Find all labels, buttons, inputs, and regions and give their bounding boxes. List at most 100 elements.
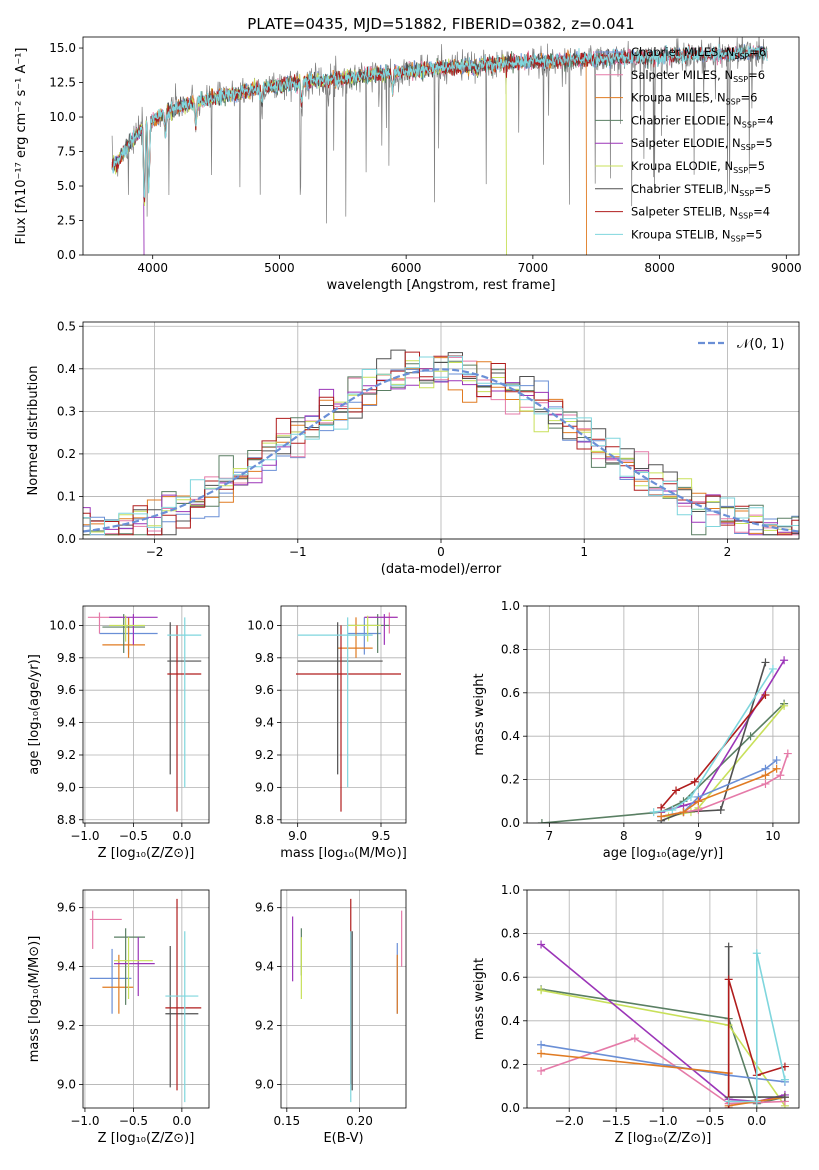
x-tick-label: −1.0 bbox=[70, 829, 99, 843]
weight-series-chabrier_stelib bbox=[660, 662, 767, 822]
weight-marker-kroupa_stelib bbox=[724, 1097, 733, 1106]
x-tick-label: −2.0 bbox=[555, 1114, 584, 1128]
weight-marker-salpeter_stelib bbox=[690, 777, 699, 786]
weight-vs-metallicity-panel: −2.0 −1.5 −1.0 −0.5 0.0 0.0 0.2 0.4 0.6 0.8 1.0 Z [… bbox=[472, 883, 800, 1146]
y-tick-label: 0.2 bbox=[501, 773, 520, 787]
weight-marker-salpeter_miles bbox=[776, 771, 785, 780]
histograms bbox=[83, 349, 799, 536]
x-tick-label: 6000 bbox=[391, 261, 422, 275]
x-tick-label: 8 bbox=[620, 829, 628, 843]
weight-marker-chabrier_miles bbox=[537, 1040, 546, 1049]
weight-marker-kroupa_stelib bbox=[686, 792, 695, 801]
weight-marker-chabrier_elodie bbox=[537, 819, 546, 823]
weight-marker-kroupa_miles bbox=[537, 1049, 546, 1058]
x-tick-label: −0.5 bbox=[695, 1114, 724, 1128]
y-tick-label: 9.2 bbox=[255, 1019, 274, 1033]
y-tick-label: 0.3 bbox=[57, 404, 76, 418]
weight-marker-salpeter_stelib bbox=[672, 786, 681, 795]
histogram-salpeter_stelib bbox=[83, 351, 799, 536]
weight-marker-kroupa_miles bbox=[694, 797, 703, 806]
x-tick-label: 7000 bbox=[518, 261, 549, 275]
axes-frame bbox=[82, 605, 210, 824]
legend-entry-chabrier_miles: Chabrier MILES, NSSP=6 bbox=[631, 45, 766, 61]
y-tick-label: 12.5 bbox=[49, 76, 76, 90]
weight-marker-chabrier_miles bbox=[772, 756, 781, 765]
weight-marker-chabrier_stelib bbox=[724, 942, 733, 951]
weight-series-salpeter_stelib bbox=[660, 694, 767, 809]
y-tick-label: 0.8 bbox=[501, 927, 520, 941]
weight-series-kroupa_stelib bbox=[728, 953, 786, 1103]
weight-series-kroupa_stelib bbox=[653, 668, 774, 813]
x-axis-label: Z [log₁₀(Z/Z⊙)] bbox=[98, 846, 195, 861]
y-tick-label: 9.8 bbox=[255, 651, 274, 665]
weight-marker-kroupa_miles bbox=[657, 812, 666, 821]
y-tick-label: 0.8 bbox=[501, 642, 520, 656]
mass-vs-ebv-panel: 0.15 0.20 9.0 9.2 9.4 9.6 E(B-V) bbox=[255, 889, 407, 1146]
weight-marker-chabrier_elodie bbox=[746, 732, 755, 741]
x-tick-label: 0.20 bbox=[346, 1114, 373, 1128]
y-tick-label: 0.4 bbox=[501, 1014, 520, 1028]
weight-marker-kroupa_stelib bbox=[780, 1075, 789, 1084]
y-tick-label: 9.6 bbox=[57, 901, 76, 915]
y-tick-label: 8.8 bbox=[57, 813, 76, 827]
y-axis-label: mass weight bbox=[472, 673, 487, 755]
y-tick-label: 2.5 bbox=[57, 214, 76, 228]
weight-marker-salpeter_miles bbox=[783, 749, 792, 758]
y-tick-label: 0.0 bbox=[501, 816, 520, 830]
x-tick-label: 0.0 bbox=[172, 1114, 191, 1128]
y-axis-label: mass [log₁₀(M/M⊙)] bbox=[27, 936, 42, 1063]
x-axis-label: wavelength [Angstrom, rest frame] bbox=[327, 278, 556, 293]
y-tick-label: 9.0 bbox=[255, 1077, 274, 1091]
x-axis-label: (data-model)/error bbox=[381, 562, 502, 577]
x-tick-label: −1.0 bbox=[648, 1114, 677, 1128]
weight-marker-salpeter_elodie bbox=[780, 656, 789, 665]
weight-marker-chabrier_stelib bbox=[716, 805, 725, 814]
y-tick-label: 5.0 bbox=[57, 179, 76, 193]
y-tick-label: 0.2 bbox=[501, 1057, 520, 1071]
y-axis-label: age [log₁₀(age/yr)] bbox=[27, 654, 42, 775]
y-axis-label: mass weight bbox=[472, 958, 487, 1040]
y-tick-label: 10.0 bbox=[247, 618, 274, 632]
axes-frame bbox=[82, 36, 800, 256]
weight-marker-salpeter_elodie bbox=[537, 940, 546, 949]
y-tick-label: 9.4 bbox=[57, 960, 76, 974]
spectrum-legend: Chabrier MILES, NSSP=6 Salpeter MILES, NS… bbox=[595, 45, 774, 243]
y-tick-label: 9.0 bbox=[57, 1077, 76, 1091]
y-tick-label: 0.4 bbox=[501, 729, 520, 743]
weight-series-chabrier_elodie bbox=[540, 988, 786, 1105]
y-tick-label: 1.0 bbox=[501, 599, 520, 613]
weight-marker-salpeter_miles bbox=[630, 1034, 639, 1043]
legend-entry-kroupa_stelib: Kroupa STELIB, NSSP=5 bbox=[631, 227, 762, 243]
weight-marker-salpeter_stelib bbox=[761, 690, 770, 699]
y-tick-label: 9.6 bbox=[255, 901, 274, 915]
y-tick-label: 15.0 bbox=[49, 41, 76, 55]
y-tick-label: 9.0 bbox=[255, 780, 274, 794]
x-tick-label: −2 bbox=[146, 545, 164, 559]
axes-frame bbox=[82, 889, 210, 1109]
weight-marker-kroupa_stelib bbox=[768, 664, 777, 673]
weight-series-salpeter_elodie bbox=[540, 943, 786, 1103]
weight-vs-age-panel: 7 8 9 10 0.0 0.2 0.4 0.6 0.8 1.0 age [log₁₀(age/yr… bbox=[472, 599, 800, 861]
age-vs-metallicity-panel: −1.0 −0.5 0.0 8.8 9.0 9.2 9.4 9.6 9.8 10.0 Z [log₁… bbox=[27, 605, 210, 861]
x-tick-label: 8000 bbox=[644, 261, 675, 275]
x-axis-label: Z [log₁₀(Z/Z⊙)] bbox=[615, 1131, 712, 1146]
legend-entry-kroupa_miles: Kroupa MILES, NSSP=6 bbox=[631, 91, 757, 107]
x-axis-label: mass [log₁₀(M/M⊙)] bbox=[280, 846, 407, 861]
y-tick-label: 9.8 bbox=[57, 651, 76, 665]
weight-lines bbox=[537, 656, 792, 823]
x-axis-label: age [log₁₀(age/yr)] bbox=[603, 846, 724, 861]
x-tick-label: 10 bbox=[765, 829, 780, 843]
y-tick-label: 1.0 bbox=[501, 883, 520, 897]
y-tick-label: 0.6 bbox=[501, 970, 520, 984]
y-tick-label: 0.5 bbox=[57, 319, 76, 333]
normal-curve bbox=[83, 368, 799, 533]
normal-legend-label: 𝒩(0, 1) bbox=[737, 337, 784, 352]
x-tick-label: −0.5 bbox=[119, 829, 148, 843]
spectrum-lines bbox=[111, 37, 768, 255]
error-bars bbox=[89, 898, 202, 1103]
weight-marker-kroupa_stelib bbox=[668, 805, 677, 814]
residuals-panel: −2 −1 0 1 2 0.0 0.1 0.2 0.3 0.4 0.5 (data-model)/er… bbox=[26, 319, 800, 577]
weight-marker-kroupa_miles bbox=[761, 771, 770, 780]
x-tick-label: 9000 bbox=[771, 261, 802, 275]
